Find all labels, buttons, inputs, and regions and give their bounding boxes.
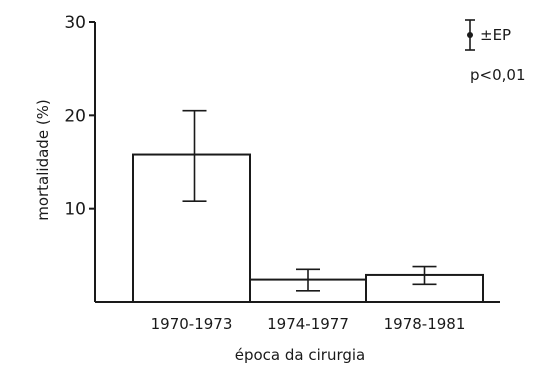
y-tick-label: 10	[64, 200, 86, 220]
x-axis-label: época da cirurgia	[235, 346, 366, 364]
legend-error-label: ±EP	[480, 26, 511, 44]
legend: ±EP p<0,01	[465, 19, 526, 84]
error-bar-legend-icon	[465, 19, 475, 51]
y-tick-labels: 10 20 30	[64, 13, 95, 220]
legend-pvalue: p<0,01	[470, 66, 526, 84]
y-tick-label: 20	[64, 106, 86, 126]
x-tick-labels: 1970-1973 1974-1977 1978-1981	[151, 315, 466, 333]
bar	[132, 153, 251, 303]
x-tick-label: 1970-1973	[151, 315, 233, 333]
y-axis-label: mortalidade (%)	[34, 99, 52, 221]
x-tick-label: 1978-1981	[384, 315, 466, 333]
y-tick-label: 30	[64, 13, 86, 33]
axes	[94, 22, 500, 303]
error-bars	[182, 109, 437, 292]
x-tick-label: 1974-1977	[267, 315, 349, 333]
